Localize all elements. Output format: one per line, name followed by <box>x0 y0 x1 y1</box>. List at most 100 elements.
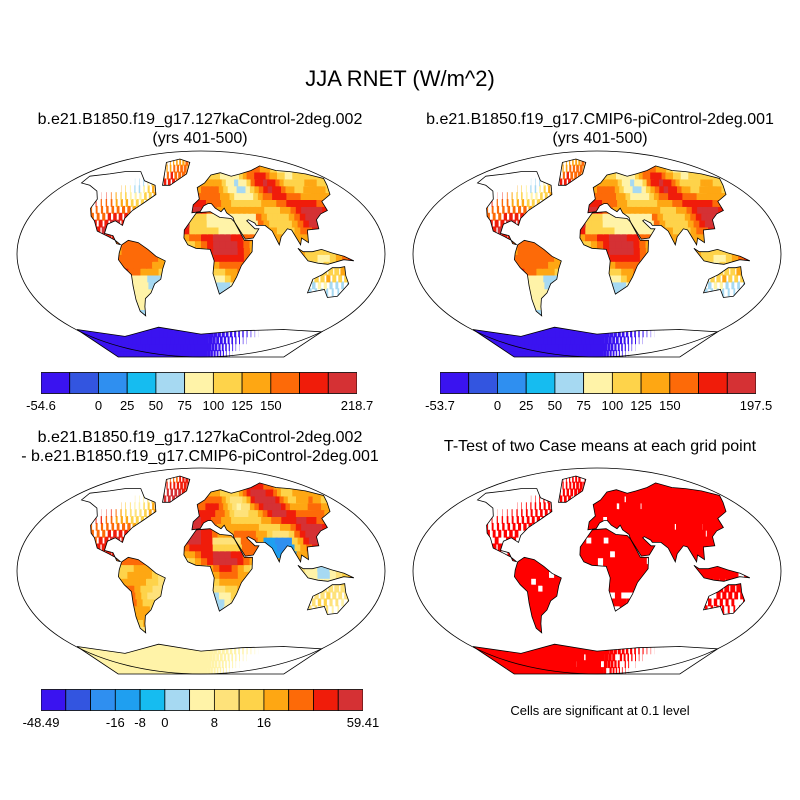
coastline-indonesia <box>297 564 355 582</box>
case1-title-line2: (yrs 401-500) <box>152 130 248 147</box>
colorbar-box <box>40 689 67 711</box>
coastline-indonesia <box>297 247 355 265</box>
difference-map <box>16 467 386 675</box>
coastline-eurasia <box>191 482 331 563</box>
colorbar-box <box>611 372 642 394</box>
case2-map <box>412 150 782 358</box>
colorbar-box <box>69 372 99 394</box>
coastline-greenland <box>162 158 191 186</box>
colorbar-box <box>212 372 243 394</box>
colorbar-label: 8 <box>210 715 218 730</box>
coastline-southamerica <box>513 556 562 634</box>
colorbar-box <box>184 372 214 394</box>
coastline-southamerica <box>117 556 166 634</box>
case1-title-line1: b.e21.B1850.f19_g17.127kaControl-2deg.00… <box>37 111 363 128</box>
map-border <box>16 150 386 358</box>
case2-colorbar-boxes <box>439 372 757 394</box>
colorbar-box <box>525 372 556 394</box>
colorbar-box <box>189 689 215 711</box>
colorbar-box <box>698 372 728 394</box>
colorbar-label: -48.49 <box>22 715 60 730</box>
colorbar-label: 50 <box>148 398 164 413</box>
coastline-australia <box>702 583 746 615</box>
coastline-africa <box>183 211 253 295</box>
colorbar-box <box>327 372 358 394</box>
case1-colorbar-boxes <box>40 372 358 394</box>
case2-title-line1: b.e21.B1850.f19_g17.CMIP6-piControl-2deg… <box>426 111 774 128</box>
colorbar-box <box>241 372 272 394</box>
ttest-map <box>412 467 782 675</box>
colorbar-label: -54.6 <box>26 398 56 413</box>
coastline-southamerica <box>117 239 166 317</box>
coastline-eurasia <box>587 165 727 246</box>
colorbar-label: 0 <box>493 398 502 413</box>
colorbar-box <box>164 689 191 711</box>
coastline-africa <box>579 528 649 612</box>
map-border <box>412 467 782 675</box>
ttest-title: T-Test of two Case means at each grid po… <box>443 438 757 455</box>
coastline-northamerica <box>80 488 157 563</box>
colorbar-label: 75 <box>177 398 192 413</box>
coastline-indonesia <box>693 247 751 265</box>
colorbar-box <box>40 372 71 394</box>
colorbar-box <box>640 372 671 394</box>
colorbar-box <box>288 689 314 711</box>
colorbar-box <box>313 689 339 711</box>
colorbar-label: -8 <box>134 715 146 730</box>
difference-title: b.e21.B1850.f19_g17.127kaControl-2deg.00… <box>0 428 400 466</box>
coastline-greenland <box>558 158 587 186</box>
colorbar-label: -53.7 <box>425 398 455 413</box>
coastline-africa <box>579 211 649 295</box>
colorbar-box <box>90 689 116 711</box>
colorbar-box <box>554 372 585 394</box>
ttest-note: Cells are significant at 0.1 level <box>510 703 690 718</box>
case1-map <box>16 150 386 358</box>
colorbar-box <box>114 689 141 711</box>
colorbar-box <box>468 372 498 394</box>
case2-title: b.e21.B1850.f19_g17.CMIP6-piControl-2deg… <box>400 110 800 148</box>
difference-title-line1: b.e21.B1850.f19_g17.127kaControl-2deg.00… <box>37 429 363 446</box>
difference-colorbar-boxes <box>40 689 364 711</box>
colorbar-box <box>270 372 300 394</box>
difference-colorbar: -48.49 -16 -8 0 8 16 59.41 <box>23 689 379 735</box>
coastline-africa <box>183 528 253 612</box>
case1-colorbar: -54.6 0 25 50 75 100 125 150 218.7 <box>26 372 373 418</box>
colorbar-label: 25 <box>518 398 534 413</box>
coastline-southamerica <box>513 239 562 317</box>
colorbar-box <box>299 372 329 394</box>
colorbar-label: 150 <box>658 398 681 413</box>
case2-title-line2: (yrs 401-500) <box>552 130 648 147</box>
colorbar-box <box>155 372 186 394</box>
coastline-greenland <box>162 475 191 503</box>
colorbar-label: -16 <box>105 715 125 730</box>
map-border <box>412 150 782 358</box>
case1-title: b.e21.B1850.f19_g17.127kaControl-2deg.00… <box>0 110 400 148</box>
colorbar-box <box>337 689 364 711</box>
coastline-australia <box>702 266 746 298</box>
colorbar-box <box>65 689 91 711</box>
coastline-eurasia <box>191 165 331 246</box>
colorbar-label: 218.7 <box>340 398 374 413</box>
colorbar-box <box>238 689 265 711</box>
coastline-northamerica <box>476 488 553 563</box>
colorbar-box <box>213 689 240 711</box>
case2-colorbar: -53.7 0 25 50 75 100 125 150 197.5 <box>425 372 772 418</box>
colorbar-label: 25 <box>119 398 135 413</box>
colorbar-box <box>126 372 157 394</box>
difference-title-line2: - b.e21.B1850.f19_g17.CMIP6-piControl-2d… <box>21 448 379 465</box>
coastline-australia <box>306 266 350 298</box>
colorbar-label: 50 <box>547 398 563 413</box>
coastline-indonesia <box>693 564 751 582</box>
colorbar-label: 16 <box>256 715 272 730</box>
figure-title: JJA RNET (W/m^2) <box>305 66 495 91</box>
colorbar-label: 0 <box>94 398 103 413</box>
colorbar-box <box>263 689 290 711</box>
colorbar-label: 59.41 <box>346 715 380 730</box>
colorbar-label: 125 <box>231 398 253 413</box>
colorbar-box <box>583 372 613 394</box>
coastline-northamerica <box>476 171 553 246</box>
coastline-eurasia <box>587 482 727 563</box>
coastline-australia <box>306 583 350 615</box>
colorbar-box <box>439 372 470 394</box>
colorbar-label: 0 <box>161 715 169 730</box>
